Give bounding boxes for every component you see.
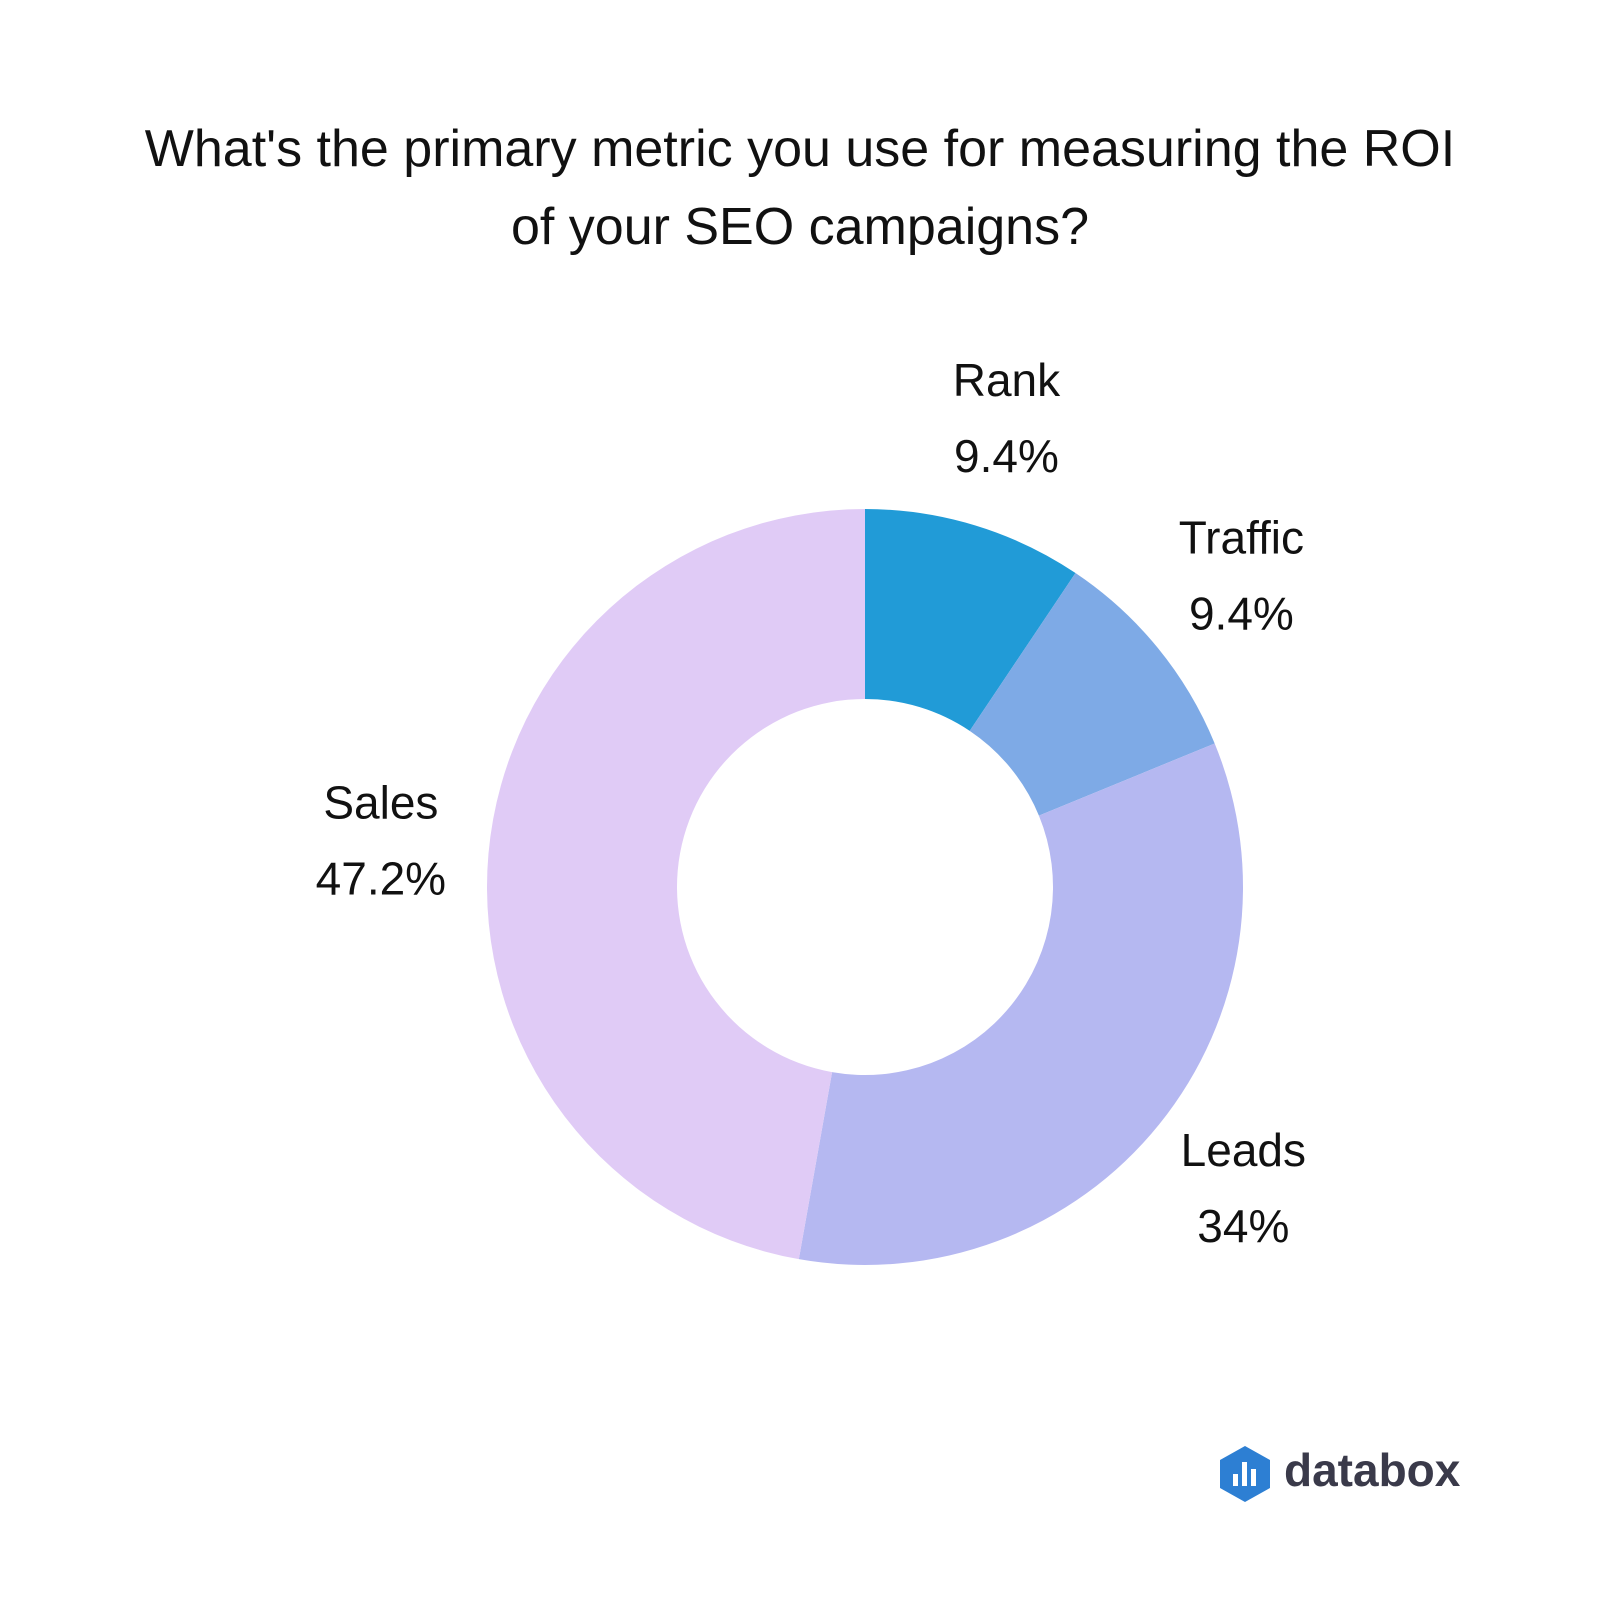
value-label: 9.4% <box>1189 588 1294 640</box>
slice-label: Sales <box>323 776 438 828</box>
donut-slice <box>865 509 1076 731</box>
logo-bar <box>1251 1469 1256 1486</box>
donut-slice <box>487 509 865 1260</box>
donut-slice <box>798 743 1243 1265</box>
logo-text: databox <box>1284 1444 1461 1496</box>
logo-bar <box>1242 1462 1247 1486</box>
slice-label: Leads <box>1181 1124 1306 1176</box>
logo: databox <box>1220 1444 1461 1502</box>
value-label: 9.4% <box>954 430 1059 482</box>
donut-slice <box>969 573 1215 816</box>
slice-label: Traffic <box>1179 512 1304 564</box>
value-label: 34% <box>1197 1200 1289 1252</box>
logo-bar <box>1233 1474 1238 1486</box>
value-label: 47.2% <box>316 852 446 904</box>
slice-label: Rank <box>953 354 1061 406</box>
chart-title: What's the primary metric you use for me… <box>144 120 1456 256</box>
